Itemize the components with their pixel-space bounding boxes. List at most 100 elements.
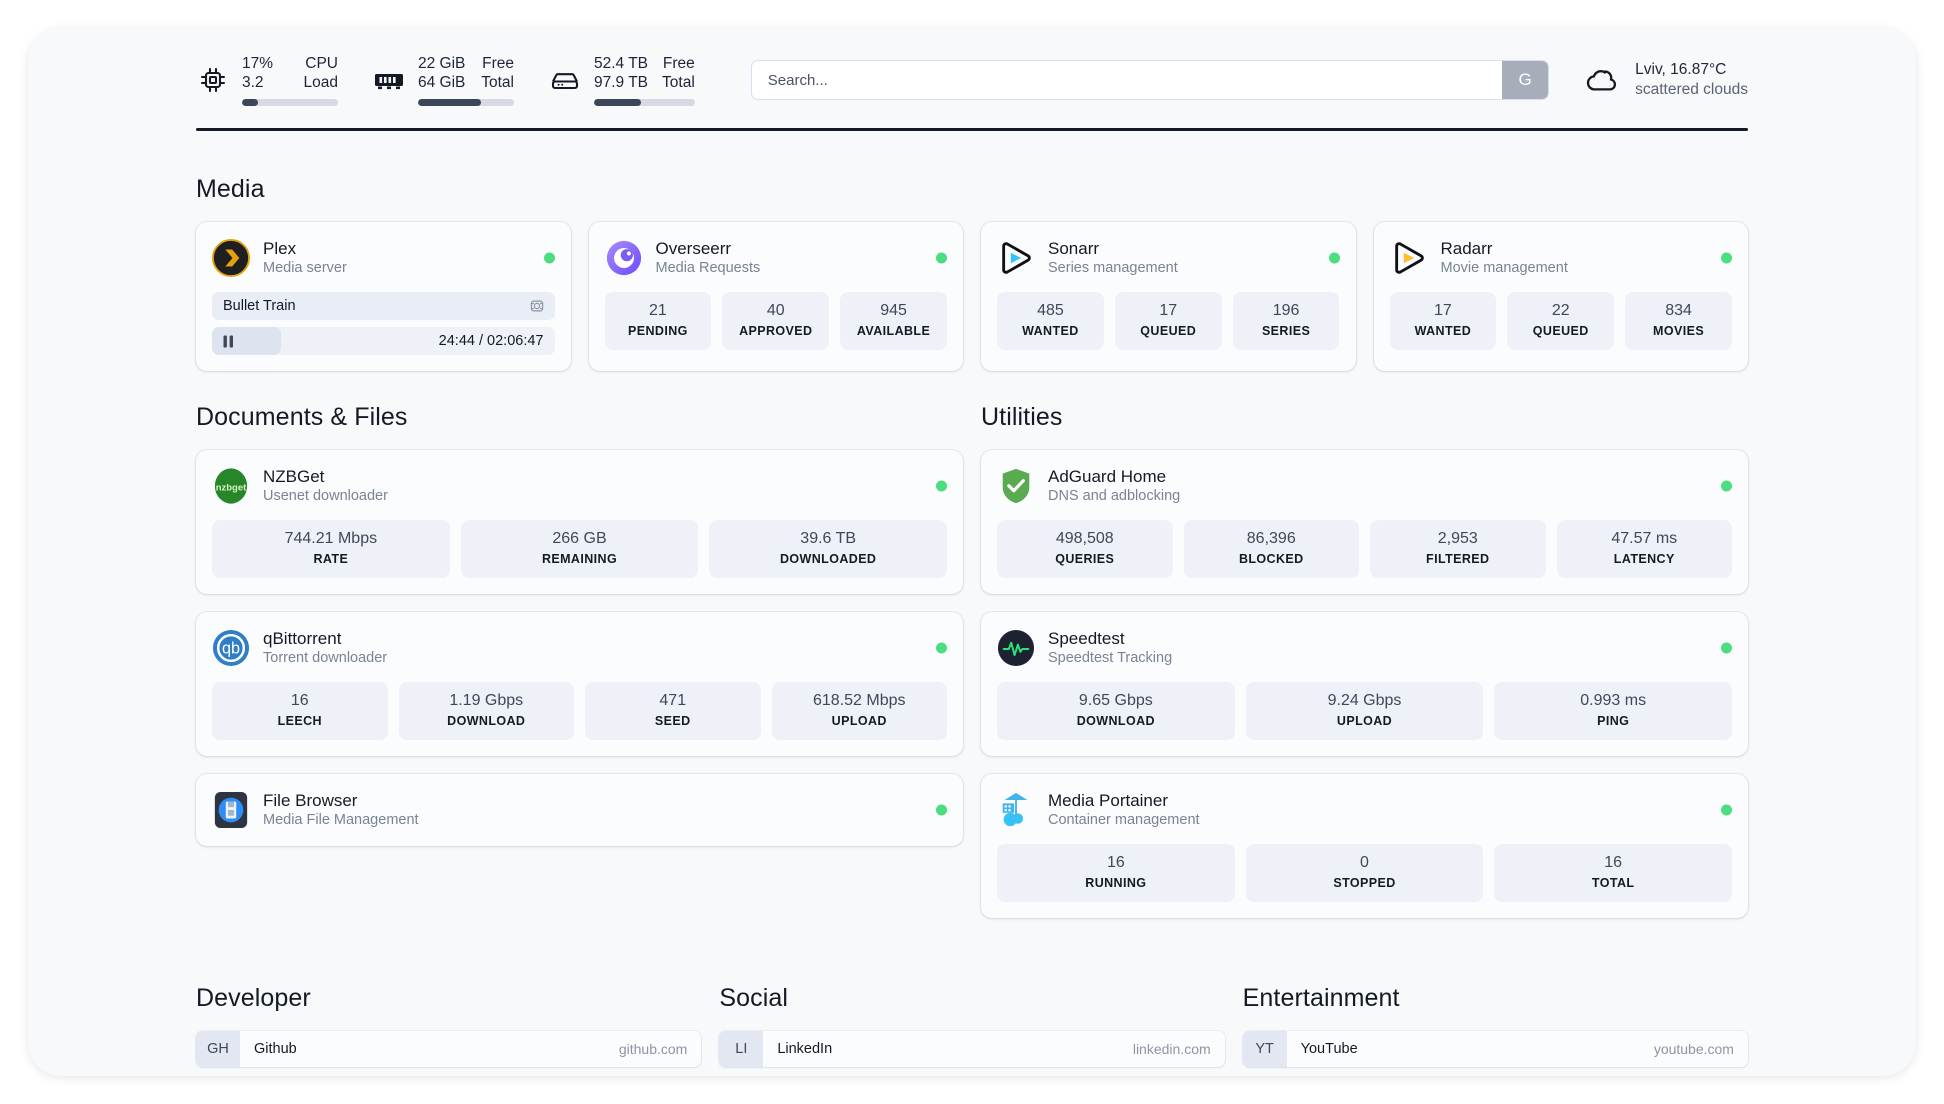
pause-icon[interactable] xyxy=(223,335,234,348)
bookmark-item[interactable]: YT YouTube youtube.com xyxy=(1242,1031,1748,1067)
stat-tile[interactable]: 498,508 QUERIES xyxy=(997,520,1173,578)
service-card-radarr[interactable]: Radarr Movie management 17 WANTED 22 QUEUED 83… xyxy=(1373,222,1748,371)
stat-tile[interactable]: 21 PENDING xyxy=(604,292,712,350)
stat-tile[interactable]: 744.21 Mbps RATE xyxy=(212,520,450,578)
card-subtitle: Media Requests xyxy=(655,260,761,276)
stat-tile[interactable]: 39.6 TB DOWNLOADED xyxy=(709,520,948,578)
stat-value-secondary: 64 GiB xyxy=(418,74,466,91)
stat-value: 16 xyxy=(1604,854,1623,871)
stat-tile[interactable]: 945 AVAILABLE xyxy=(840,292,947,350)
stat-tile[interactable]: 0.993 ms PING xyxy=(1494,682,1733,740)
stat-label-primary: Free xyxy=(662,55,695,72)
bookmark-group-title: Developer xyxy=(196,984,311,1012)
stat-tile[interactable]: 485 WANTED xyxy=(997,292,1104,350)
stat-tile[interactable]: 47.57 ms LATENCY xyxy=(1556,520,1732,578)
stat-value-primary: 52.4 TB xyxy=(594,55,649,72)
stat-tile[interactable]: 16 TOTAL xyxy=(1494,844,1733,902)
utilities-section: Utilities AdGuard Home DNS and adblocking… xyxy=(981,403,1748,918)
card-subtitle: Usenet downloader xyxy=(263,488,388,504)
card-title: Overseerr xyxy=(655,239,732,258)
service-card-media-portainer[interactable]: Media Portainer Container management 16 RUN… xyxy=(981,774,1748,918)
section-title-media: Media xyxy=(196,175,265,203)
sonarr-logo xyxy=(997,239,1035,277)
card-title: Radarr xyxy=(1440,239,1493,258)
stat-value: 9.65 Gbps xyxy=(1078,692,1153,709)
stat-tile[interactable]: 16 LEECH xyxy=(212,682,388,740)
card-stats: 744.21 Mbps RATE 266 GB REMAINING 39.6 TB DOW… xyxy=(212,520,948,578)
stat-tile[interactable]: 9.24 Gbps UPLOAD xyxy=(1245,682,1484,740)
stat-tile[interactable]: 1.19 Gbps DOWNLOAD xyxy=(398,682,574,740)
system-stat-cpu: 17% CPU 3.2 Load xyxy=(242,54,338,106)
stat-tile[interactable]: 22 QUEUED xyxy=(1507,292,1615,350)
bookmark-item[interactable]: GH Github github.com xyxy=(196,1031,702,1067)
stat-value: 47.57 ms xyxy=(1611,530,1678,547)
service-card-nzbget[interactable]: nzbget NZBGet Usenet downloader 744.21 Mbps… xyxy=(196,450,963,594)
stat-tile[interactable]: 196 SERIES xyxy=(1232,292,1340,350)
cast-icon[interactable] xyxy=(530,299,544,313)
top-header: 17% CPU 3.2 Load 22 GiB Free 64 GiB Total 52.4 T… xyxy=(28,28,1916,106)
stat-label: SEED xyxy=(654,714,691,728)
bookmark-item[interactable]: LI LinkedIn linkedin.com xyxy=(719,1031,1225,1067)
bookmark-name: LinkedIn xyxy=(777,1041,833,1057)
stat-value: 0.993 ms xyxy=(1580,692,1647,709)
section-title-documents: Documents & Files xyxy=(196,403,408,431)
card-title: NZBGet xyxy=(263,467,325,486)
stat-tile[interactable]: 834 MOVIES xyxy=(1625,292,1732,350)
search-input[interactable] xyxy=(751,61,1503,99)
card-name-block: Radarr Movie management xyxy=(1441,238,1568,278)
disk-icon xyxy=(548,63,582,97)
card-stats: 21 PENDING 40 APPROVED 945 AVAILABLE xyxy=(604,292,948,350)
stat-tile[interactable]: 16 RUNNING xyxy=(997,844,1235,902)
status-badge xyxy=(936,480,947,492)
adguard-logo xyxy=(997,467,1035,505)
stat-tile[interactable]: 9.65 Gbps DOWNLOAD xyxy=(997,682,1235,740)
stat-tile[interactable]: 17 QUEUED xyxy=(1114,292,1222,350)
stat-value: 498,508 xyxy=(1055,530,1114,547)
stat-tile[interactable]: 86,396 BLOCKED xyxy=(1183,520,1359,578)
stat-label: DOWNLOADED xyxy=(780,552,877,566)
stat-tile[interactable]: 471 SEED xyxy=(585,682,761,740)
stat-value: 9.24 Gbps xyxy=(1327,692,1402,709)
stat-value: 485 xyxy=(1037,302,1064,319)
card-title: Speedtest xyxy=(1048,629,1125,648)
stat-row-secondary: 3.2 Load xyxy=(242,73,338,92)
stat-value: 17 xyxy=(1159,302,1178,319)
stat-tile[interactable]: 618.52 Mbps UPLOAD xyxy=(771,682,947,740)
stat-tile[interactable]: 2,953 FILTERED xyxy=(1370,520,1546,578)
search-bar[interactable]: G xyxy=(750,60,1550,100)
card-header: File Browser Media File Management xyxy=(212,790,947,830)
service-card-overseerr[interactable]: Overseerr Media Requests 21 PENDING 40 APPROV… xyxy=(588,222,963,371)
playback-progress[interactable]: 24:44 / 02:06:47 xyxy=(212,327,555,355)
stat-tile[interactable]: 0 STOPPED xyxy=(1245,844,1484,902)
service-card-qbittorrent[interactable]: qb qBittorrent Torrent downloader 16 LEECH 1.… xyxy=(196,612,963,756)
stat-tile[interactable]: 40 APPROVED xyxy=(722,292,830,350)
service-card-adguard-home[interactable]: AdGuard Home DNS and adblocking 498,508 QUE… xyxy=(981,450,1748,594)
stat-label: REMAINING xyxy=(541,552,618,566)
stat-row-secondary: 64 GiB Total xyxy=(418,73,514,92)
stat-value-secondary: 3.2 xyxy=(242,74,264,91)
stat-label: RATE xyxy=(313,552,349,566)
stat-label: SERIES xyxy=(1261,324,1311,338)
service-card-plex[interactable]: Plex Media server Bullet Train 24:44 / 02:0… xyxy=(196,222,571,371)
service-card-sonarr[interactable]: Sonarr Series management 485 WANTED 17 QUEUED… xyxy=(981,222,1356,371)
stat-value: 266 GB xyxy=(552,530,607,547)
search-submit-button[interactable]: G xyxy=(1502,61,1549,99)
card-header: Radarr Movie management xyxy=(1390,238,1732,278)
service-card-file-browser[interactable]: File Browser Media File Management xyxy=(196,774,963,846)
service-card-speedtest[interactable]: Speedtest Speedtest Tracking 9.65 Gbps DOWN… xyxy=(981,612,1748,756)
stat-value: 196 xyxy=(1272,302,1300,319)
card-name-block: Plex Media server xyxy=(263,238,347,278)
card-subtitle: Speedtest Tracking xyxy=(1048,650,1173,666)
card-stats: 16 RUNNING 0 STOPPED 16 TOTAL xyxy=(997,844,1733,902)
bookmark-url: github.com xyxy=(618,1041,688,1057)
stat-value: 16 xyxy=(1106,854,1125,871)
stat-label: UPLOAD xyxy=(1336,714,1393,728)
card-stats: 17 WANTED 22 QUEUED 834 MOVIES xyxy=(1389,292,1733,350)
stat-tile[interactable]: 266 GB REMAINING xyxy=(460,520,699,578)
playback-time: 24:44 / 02:06:47 xyxy=(438,333,544,349)
stat-label: BLOCKED xyxy=(1238,552,1304,566)
stat-tile[interactable]: 17 WANTED xyxy=(1389,292,1497,350)
stat-label-primary: CPU xyxy=(305,55,338,72)
status-badge xyxy=(1721,480,1732,492)
